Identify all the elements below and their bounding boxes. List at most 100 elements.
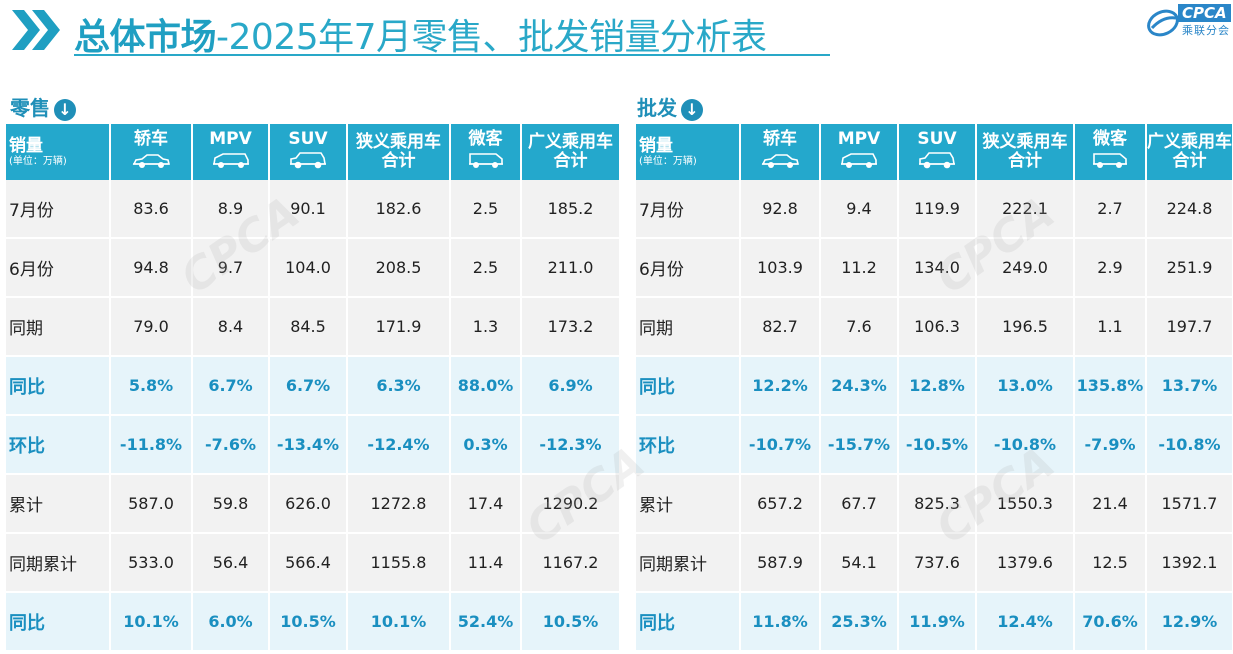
header-cell: 狭义乘用车合计: [976, 124, 1075, 180]
header-cell-sales: 销量 (单位：万辆): [636, 124, 741, 180]
value-cell: 1290.2: [521, 474, 621, 534]
value-cell: 208.5: [347, 238, 451, 298]
row-label: 同期: [636, 297, 741, 357]
value-cell: 9.7: [192, 238, 270, 298]
value-cell: 2.7: [1074, 180, 1147, 239]
value-cell: -12.4%: [347, 415, 451, 475]
value-cell: 173.2: [521, 297, 621, 357]
value-cell: 533.0: [110, 533, 193, 593]
row-label: 7月份: [636, 180, 741, 239]
value-cell: 9.4: [820, 180, 899, 239]
table-row: 累计 657.2 67.7 825.3 1550.3 21.4 1571.7: [636, 474, 1233, 534]
chevron-right-icon: [12, 10, 60, 50]
header-cell: MPV: [820, 124, 899, 180]
value-cell: 222.1: [976, 180, 1075, 239]
value-cell: 1272.8: [347, 474, 451, 534]
header-cell: 狭义乘用车合计: [347, 124, 451, 180]
value-cell: 12.8%: [898, 356, 977, 416]
value-cell: 70.6%: [1074, 592, 1147, 652]
minivan-icon: [451, 152, 520, 175]
header-cell: 广义乘用车合计: [521, 124, 621, 180]
table-row: 同期累计 533.0 56.4 566.4 1155.8 11.4 1167.2: [6, 533, 621, 593]
header-label: 轿车: [763, 128, 797, 149]
row-label: 同期: [6, 297, 111, 357]
value-cell: 104.0: [269, 238, 348, 298]
header-cell: MPV: [192, 124, 270, 180]
row-label: 累计: [636, 474, 741, 534]
retail-section-label: 零售 ↓: [10, 92, 76, 121]
table-row: 同比 5.8% 6.7% 6.7% 6.3% 88.0% 6.9%: [6, 356, 621, 416]
value-cell: 2.5: [450, 238, 522, 298]
sedan-icon: [111, 152, 191, 175]
value-cell: 7.6: [820, 297, 899, 357]
value-cell: 825.3: [898, 474, 977, 534]
value-cell: 2.9: [1074, 238, 1147, 298]
header-cell-sales: 销量 (单位：万辆): [6, 124, 111, 180]
value-cell: 6.9%: [521, 356, 621, 416]
value-cell: 1167.2: [521, 533, 621, 593]
value-cell: -7.6%: [192, 415, 270, 475]
value-cell: 13.0%: [976, 356, 1075, 416]
header-label: 轿车: [134, 128, 168, 149]
header-cell: SUV: [269, 124, 348, 180]
value-cell: 1571.7: [1146, 474, 1233, 534]
page-title: 总体市场-2025年7月零售、批发销量分析表: [74, 8, 767, 60]
header-label: 销量: [639, 135, 673, 156]
value-cell: 12.9%: [1146, 592, 1233, 652]
header-label: 微客: [468, 128, 503, 149]
value-cell: 83.6: [110, 180, 193, 239]
value-cell: 1392.1: [1146, 533, 1233, 593]
table-row: 同期累计 587.9 54.1 737.6 1379.6 12.5 1392.1: [636, 533, 1233, 593]
table-row: 同比 11.8% 25.3% 11.9% 12.4% 70.6% 12.9%: [636, 592, 1233, 652]
title-underline: [74, 54, 830, 56]
value-cell: 566.4: [269, 533, 348, 593]
value-cell: 103.9: [740, 238, 821, 298]
logo-emblem-icon: [1147, 9, 1179, 37]
value-cell: 2.5: [450, 180, 522, 239]
value-cell: 92.8: [740, 180, 821, 239]
value-cell: 12.2%: [740, 356, 821, 416]
table-row: 7月份 92.8 9.4 119.9 222.1 2.7 224.8: [636, 180, 1233, 239]
table-row: 环比 -11.8% -7.6% -13.4% -12.4% 0.3% -12.3%: [6, 415, 621, 475]
unit-label: (单位：万辆): [9, 155, 67, 167]
row-label: 同期累计: [6, 533, 111, 593]
value-cell: 25.3%: [820, 592, 899, 652]
mpv-icon: [193, 152, 268, 175]
table-row: 同期 82.7 7.6 106.3 196.5 1.1 197.7: [636, 297, 1233, 357]
value-cell: 1.3: [450, 297, 522, 357]
row-label: 同比: [6, 356, 111, 416]
value-cell: 56.4: [192, 533, 270, 593]
header-label: 广义乘用车合计: [1147, 132, 1232, 171]
value-cell: 1.1: [1074, 297, 1147, 357]
value-cell: 657.2: [740, 474, 821, 534]
header-label: MPV: [209, 128, 252, 149]
value-cell: -11.8%: [110, 415, 193, 475]
value-cell: 11.4: [450, 533, 522, 593]
retail-table: 销量 (单位：万辆) 轿车 MPV SUV 狭义乘用车合计 微客 广义乘用车合计 7月份 83.6…: [6, 124, 621, 652]
value-cell: 84.5: [269, 297, 348, 357]
value-cell: 24.3%: [820, 356, 899, 416]
value-cell: 6.3%: [347, 356, 451, 416]
minivan-icon: [1075, 152, 1145, 175]
table-row: 同比 10.1% 6.0% 10.5% 10.1% 52.4% 10.5%: [6, 592, 621, 652]
mpv-icon: [821, 152, 897, 175]
value-cell: 135.8%: [1074, 356, 1147, 416]
row-label: 同比: [636, 592, 741, 652]
table-row: 6月份 103.9 11.2 134.0 249.0 2.9 251.9: [636, 238, 1233, 298]
row-label: 6月份: [636, 238, 741, 298]
value-cell: 10.1%: [347, 592, 451, 652]
table-row: 环比 -10.7% -15.7% -10.5% -10.8% -7.9% -10.8%: [636, 415, 1233, 475]
value-cell: 171.9: [347, 297, 451, 357]
value-cell: 12.5: [1074, 533, 1147, 593]
row-label: 6月份: [6, 238, 111, 298]
value-cell: 224.8: [1146, 180, 1233, 239]
value-cell: -15.7%: [820, 415, 899, 475]
value-cell: 1379.6: [976, 533, 1075, 593]
value-cell: -10.5%: [898, 415, 977, 475]
value-cell: 82.7: [740, 297, 821, 357]
value-cell: 8.4: [192, 297, 270, 357]
header-label: MPV: [837, 128, 881, 149]
value-cell: 249.0: [976, 238, 1075, 298]
value-cell: 134.0: [898, 238, 977, 298]
value-cell: -10.8%: [976, 415, 1075, 475]
